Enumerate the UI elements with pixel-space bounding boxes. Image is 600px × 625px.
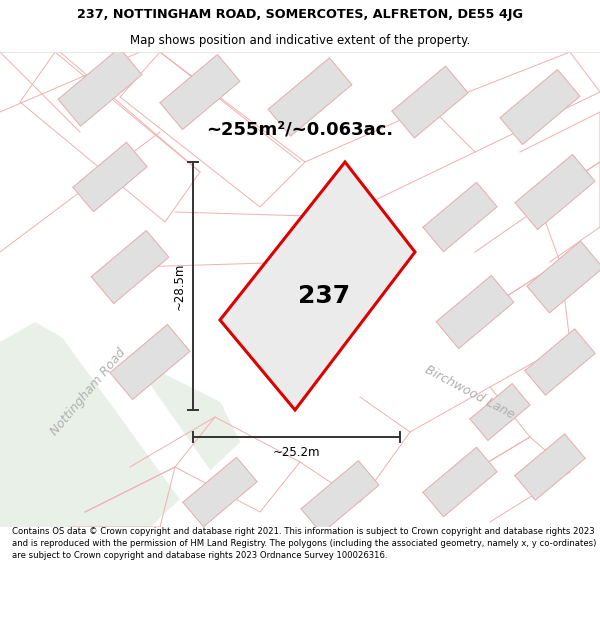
Polygon shape — [436, 276, 514, 349]
Polygon shape — [515, 154, 595, 229]
Polygon shape — [527, 241, 600, 313]
Text: 237, NOTTINGHAM ROAD, SOMERCOTES, ALFRETON, DE55 4JG: 237, NOTTINGHAM ROAD, SOMERCOTES, ALFRET… — [77, 8, 523, 21]
Polygon shape — [0, 52, 90, 227]
Polygon shape — [365, 237, 600, 392]
Text: ~255m²/~0.063ac.: ~255m²/~0.063ac. — [206, 121, 394, 139]
Polygon shape — [515, 434, 585, 500]
Polygon shape — [525, 329, 595, 395]
Polygon shape — [0, 322, 240, 527]
Polygon shape — [392, 66, 468, 138]
Polygon shape — [423, 182, 497, 252]
Polygon shape — [500, 69, 580, 144]
Polygon shape — [423, 448, 497, 517]
Text: Contains OS data © Crown copyright and database right 2021. This information is : Contains OS data © Crown copyright and d… — [12, 527, 596, 559]
Polygon shape — [58, 48, 142, 126]
Text: ~28.5m: ~28.5m — [173, 262, 185, 309]
Polygon shape — [0, 342, 240, 527]
Text: Nottingham Road: Nottingham Road — [48, 346, 128, 438]
Polygon shape — [73, 142, 147, 212]
Polygon shape — [310, 352, 420, 527]
Text: Map shows position and indicative extent of the property.: Map shows position and indicative extent… — [130, 34, 470, 47]
Polygon shape — [0, 182, 250, 527]
Polygon shape — [470, 384, 530, 441]
Polygon shape — [110, 324, 190, 399]
Polygon shape — [183, 458, 257, 527]
Text: ~25.2m: ~25.2m — [273, 446, 320, 459]
Polygon shape — [91, 231, 169, 304]
Text: Birchwood Lane: Birchwood Lane — [423, 363, 517, 421]
Polygon shape — [301, 461, 379, 533]
Polygon shape — [160, 54, 240, 129]
Polygon shape — [268, 58, 352, 136]
Polygon shape — [220, 162, 415, 410]
Text: 237: 237 — [298, 284, 350, 308]
